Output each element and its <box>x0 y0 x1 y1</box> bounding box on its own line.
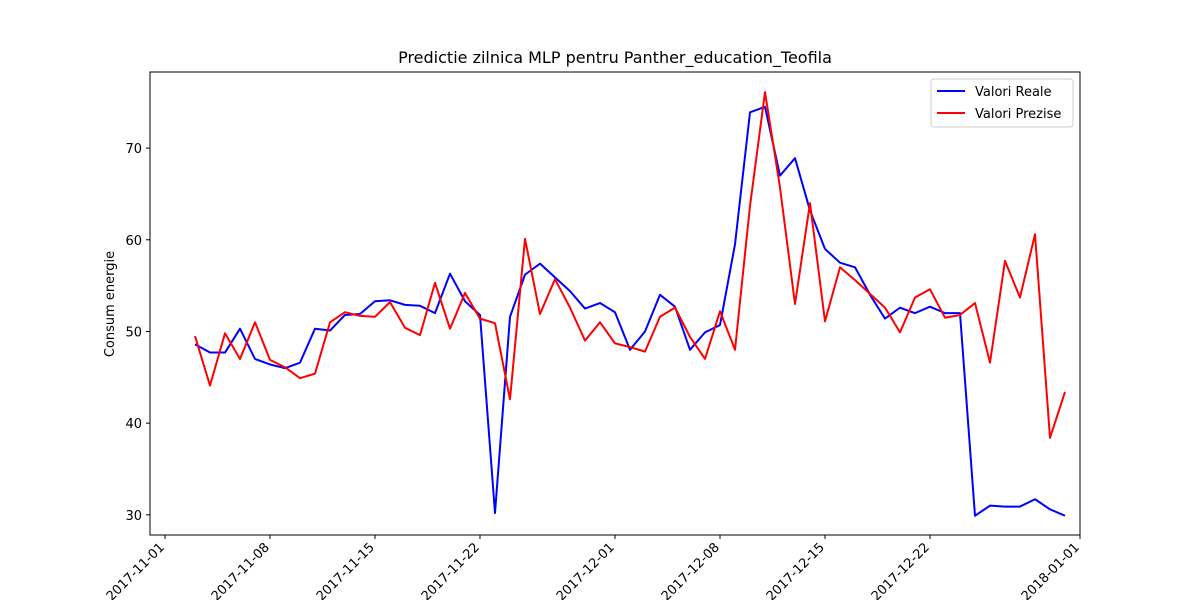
legend-label-0: Valori Reale <box>975 85 1052 100</box>
y-tick-label: 30 <box>125 509 142 524</box>
x-tick-label: 2017-12-08 <box>659 540 723 600</box>
x-tick-label: 2017-11-22 <box>419 540 483 600</box>
legend-box <box>930 78 1074 128</box>
x-tick-label: 2017-12-15 <box>764 540 828 600</box>
x-tick-label: 2017-11-01 <box>104 540 168 600</box>
x-tick-label: 2017-12-01 <box>554 540 618 600</box>
y-tick-label: 50 <box>125 325 142 340</box>
y-tick-label: 60 <box>125 234 142 249</box>
x-tick-label: 2018-01-01 <box>1019 540 1083 600</box>
plot-area <box>150 72 1080 535</box>
chart-title: Predictie zilnica MLP pentru Panther_edu… <box>398 48 832 68</box>
legend: Valori Reale Valori Prezise <box>930 78 1074 128</box>
x-tick-label: 2017-12-22 <box>869 540 933 600</box>
y-tick-label: 70 <box>125 142 142 157</box>
x-tick-label: 2017-11-08 <box>209 540 273 600</box>
legend-label-1: Valori Prezise <box>975 107 1061 122</box>
series-layer <box>194 91 1066 517</box>
plot-background <box>150 72 1080 535</box>
series-line-0 <box>194 105 1066 517</box>
y-axis-label: Consum energie <box>103 251 118 357</box>
y-tick-label: 40 <box>125 417 142 432</box>
series-line-1 <box>194 91 1066 439</box>
x-tick-label: 2017-11-15 <box>314 540 378 600</box>
